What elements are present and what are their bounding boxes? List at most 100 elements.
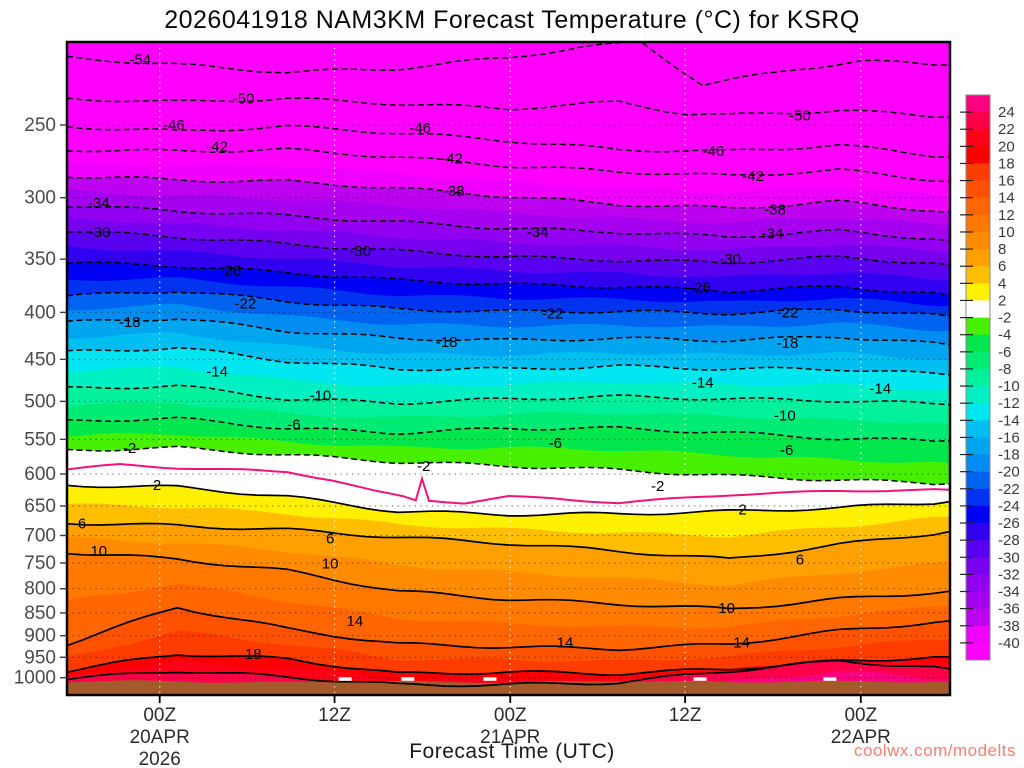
colorbar-label: 14 bbox=[998, 190, 1015, 207]
colorbar-label: -2 bbox=[998, 310, 1011, 327]
colorbar-cell bbox=[966, 591, 990, 610]
contour-label: -42 bbox=[441, 151, 463, 168]
contour-label: -26 bbox=[689, 280, 711, 297]
colorbar-label: -38 bbox=[998, 618, 1020, 635]
colorbar-cell bbox=[966, 231, 990, 250]
colorbar-cell bbox=[966, 625, 990, 644]
contour-line-2 bbox=[67, 484, 950, 517]
contour-line--18 bbox=[67, 318, 950, 346]
colorbar-cell bbox=[966, 317, 990, 336]
colorbar-cell bbox=[966, 454, 990, 473]
colorbar-label: -24 bbox=[998, 498, 1020, 515]
contour-label: -22 bbox=[235, 295, 257, 312]
surface-mark bbox=[693, 677, 707, 681]
y-tick-label: 650 bbox=[24, 496, 56, 517]
colorbar-label: 16 bbox=[998, 173, 1015, 190]
y-tick-label: 250 bbox=[24, 115, 56, 136]
colorbar-label: -36 bbox=[998, 601, 1020, 618]
colorbar-label: -6 bbox=[998, 344, 1011, 361]
colorbar-cell bbox=[966, 180, 990, 199]
contour-label: 10 bbox=[322, 556, 339, 573]
contour-line-14 bbox=[67, 606, 950, 652]
contour-label: 14 bbox=[557, 635, 574, 652]
x-tick-label: 00Z bbox=[143, 705, 176, 726]
contour-label: 2 bbox=[153, 477, 161, 494]
contour-line--54 bbox=[67, 42, 950, 87]
contour-label: -50 bbox=[789, 107, 811, 124]
contour-label: 6 bbox=[326, 530, 334, 547]
plot-area: -54-50-50-46 -46-46-42-42-42-38-38-34-34-… bbox=[67, 42, 950, 695]
colorbar-label: -40 bbox=[998, 635, 1020, 652]
x-tick-label: 00Z bbox=[844, 705, 877, 726]
contour-label: 14 bbox=[347, 613, 364, 630]
colorbar-cell bbox=[966, 574, 990, 593]
contour-line--6 bbox=[67, 416, 950, 442]
colorbar-cell bbox=[966, 403, 990, 421]
contour-label: -34 bbox=[527, 224, 549, 241]
contour-label: -10 bbox=[774, 407, 796, 424]
colorbar-label: 2 bbox=[998, 292, 1006, 309]
contour-line--38 bbox=[67, 176, 950, 213]
colorbar-label: -32 bbox=[998, 566, 1020, 583]
contour-line--46 bbox=[67, 124, 950, 158]
surface-mark bbox=[401, 677, 415, 681]
contour-line--14 bbox=[67, 347, 950, 376]
x-tick-label: 12Z bbox=[318, 705, 351, 726]
contour-label: -46 bbox=[163, 117, 185, 134]
contour-label: -34 bbox=[762, 225, 784, 242]
x-tick-label: 20APR bbox=[130, 727, 190, 748]
contour-label: 6 bbox=[796, 551, 804, 568]
colorbar-label: -26 bbox=[998, 515, 1020, 532]
contour-label: -30 bbox=[349, 243, 371, 260]
contour-line--22 bbox=[67, 291, 950, 318]
terrain-fill bbox=[67, 680, 950, 695]
y-tick-label: 800 bbox=[24, 579, 56, 600]
chart-title: 2026041918 NAM3KM Forecast Temperature (… bbox=[164, 6, 860, 34]
y-tick-label: 850 bbox=[24, 603, 56, 624]
y-tick-label: 350 bbox=[24, 249, 56, 270]
colorbar-cell bbox=[966, 163, 990, 182]
colorbar-label: -8 bbox=[998, 361, 1011, 378]
contour-label: -18 bbox=[777, 335, 799, 352]
contour-label: -10 bbox=[310, 388, 332, 405]
colorbar-label: -4 bbox=[998, 327, 1011, 344]
contour-label: 18 bbox=[245, 646, 262, 663]
y-tick-label: 400 bbox=[24, 302, 56, 323]
contour-line--10 bbox=[67, 384, 950, 406]
y-tick-label: 900 bbox=[24, 626, 56, 647]
colorbar-cell bbox=[966, 557, 990, 575]
contour-label: -50 bbox=[233, 91, 255, 108]
colorbar-label: 24 bbox=[998, 104, 1015, 121]
contour-label: -42 bbox=[742, 168, 764, 185]
y-tick-label: 550 bbox=[24, 429, 56, 450]
contour-line--34 bbox=[67, 205, 950, 242]
colorbar-label: -14 bbox=[998, 412, 1020, 429]
colorbar-cell bbox=[966, 540, 990, 558]
x-tick-label: 22APR bbox=[831, 727, 891, 748]
contour-line-6 bbox=[67, 522, 950, 559]
surface-mark bbox=[338, 677, 352, 681]
colorbar-cell bbox=[966, 266, 990, 284]
colorbar-cell bbox=[966, 437, 990, 456]
contour-label: -18 bbox=[436, 334, 458, 351]
contour-label: 6 bbox=[78, 515, 86, 532]
colorbar-cell bbox=[966, 420, 990, 438]
x-axis-title: Forecast Time (UTC) bbox=[409, 740, 615, 763]
colorbar-frame bbox=[965, 94, 991, 661]
contour-line--30 bbox=[67, 230, 950, 266]
colorbar-cell bbox=[966, 283, 990, 301]
contour-line--26 bbox=[67, 261, 950, 296]
x-tick-label: 00Z bbox=[494, 705, 527, 726]
contour-label: -26 bbox=[220, 262, 242, 279]
colorbar-cell bbox=[966, 351, 990, 370]
contour-label: -14 bbox=[206, 364, 228, 381]
colorbar-cell bbox=[966, 334, 990, 353]
contour-label: 10 bbox=[90, 543, 107, 560]
contour-label: -38 bbox=[443, 183, 465, 200]
colorbar-cell bbox=[966, 112, 990, 130]
contour-label: -14 bbox=[692, 375, 714, 392]
colorbar-label: 4 bbox=[998, 275, 1006, 292]
surface-mark bbox=[483, 677, 497, 681]
contour-label: -42 bbox=[206, 139, 228, 156]
